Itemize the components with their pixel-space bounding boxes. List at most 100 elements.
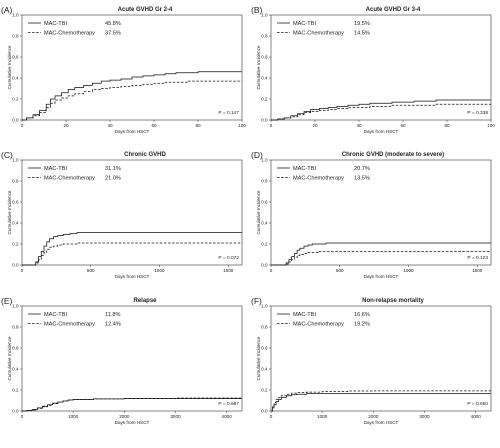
panel-title: Relapse — [133, 298, 157, 304]
y-tick-label: 0.2 — [12, 388, 19, 393]
panel-b: (B) Acute GVHD Gr 3-4 0.0 0.2 0.4 0.6 0.8 1.0 0 2… — [251, 5, 495, 134]
legend-label: MAC-TBI — [293, 21, 316, 27]
y-tick-label: 1.0 — [12, 13, 19, 18]
legend-label: MAC-Chemotherapy — [44, 176, 95, 182]
y-tick-label: 0.8 — [12, 179, 19, 184]
x-tick-label: 4000 — [471, 414, 482, 419]
legend-label: MAC-Chemotherapy — [293, 322, 344, 328]
y-axis-label: Cumulative Incidence — [7, 190, 12, 234]
y-axis-label: Cumulative Incidence — [7, 336, 12, 380]
p-value: P = 0.123 — [467, 255, 488, 261]
legend: MAC-TBI 45.8% MAC-Chemotherapy 37.5% — [28, 21, 121, 37]
y-tick-label: 0.0 — [261, 118, 268, 123]
series-line-mac-tbi — [271, 242, 491, 266]
series-line-mac-tbi — [22, 398, 242, 412]
x-tick-label: 80 — [444, 123, 450, 128]
panel-a: (A) Acute GVHD Gr 2-4 0.0 0.2 0.4 0.6 0.8 1.0 0 2… — [1, 5, 246, 134]
x-tick-label: 1000 — [154, 268, 165, 273]
series-line-mac-tbi — [22, 232, 242, 266]
panel-tag: (C) — [1, 150, 13, 160]
legend: MAC-TBI 19.5% MAC-Chemotherapy 14.5% — [277, 21, 370, 37]
legend-label: MAC-Chemotherapy — [44, 322, 95, 328]
x-tick-label: 20 — [63, 123, 69, 128]
y-tick-label: 0.2 — [261, 242, 268, 247]
legend-label: MAC-TBI — [44, 166, 67, 172]
x-tick-label: 0 — [270, 123, 273, 128]
x-tick-label: 2000 — [368, 414, 379, 419]
y-tick-label: 0.2 — [261, 388, 268, 393]
legend: MAC-TBI 16.6% MAC-Chemotherapy 19.2% — [277, 312, 370, 328]
panel-title: Chronic GVHD (moderate to severe) — [342, 152, 444, 158]
y-tick-label: 0.4 — [12, 221, 19, 226]
x-tick-label: 3000 — [170, 414, 181, 419]
panel-tag: (A) — [1, 5, 13, 15]
p-value: P = 0.147 — [218, 110, 239, 116]
plot-frame — [270, 305, 492, 412]
y-axis-label: Cumulative Incidence — [256, 336, 261, 380]
legend: MAC-TBI 31.1% MAC-Chemotherapy 21.0% — [28, 166, 121, 182]
x-tick-label: 1500 — [223, 268, 234, 273]
x-tick-label: 60 — [400, 123, 406, 128]
series-line-mac-chemotherapy — [271, 390, 491, 412]
y-tick-label: 1.0 — [261, 304, 268, 309]
x-tick-label: 1000 — [68, 414, 79, 419]
p-value: P = 0.650 — [467, 401, 488, 407]
y-tick-label: 0.6 — [12, 346, 19, 351]
y-tick-label: 0.8 — [261, 325, 268, 330]
panel-title: Chronic GVHD — [124, 152, 166, 158]
x-tick-label: 100 — [487, 123, 495, 128]
panel-tag: (F) — [251, 296, 262, 306]
x-tick-label: 100 — [238, 123, 246, 128]
panel-title: Acute GVHD Gr 2-4 — [118, 7, 173, 13]
y-axis-label: Cumulative Incidence — [256, 190, 261, 234]
y-tick-label: 0.6 — [261, 346, 268, 351]
x-tick-label: 500 — [336, 268, 344, 273]
legend-value: 16.6% — [354, 312, 370, 318]
y-tick-label: 0.2 — [12, 97, 19, 102]
x-tick-label: 1500 — [472, 268, 483, 273]
y-tick-label: 0.6 — [12, 200, 19, 205]
x-axis-label: Days from HSCT — [364, 129, 399, 134]
x-axis-label: Days from HSCT — [115, 420, 150, 425]
plot-frame — [21, 159, 243, 266]
panel-tag: (B) — [251, 5, 263, 15]
legend-value: 45.8% — [105, 21, 121, 27]
y-tick-label: 0.4 — [261, 221, 268, 226]
p-value: P = 0.072 — [218, 255, 239, 261]
panel-d: (D) Chronic GVHD (moderate to severe)0.00… — [251, 150, 492, 279]
y-tick-label: 0.8 — [261, 34, 268, 39]
legend-value: 12.4% — [105, 322, 121, 328]
panel-e: (E) Relapse 0.0 0.2 0.4 0.6 0.8 1.0 0 1000 2000 300… — [1, 296, 243, 425]
panel-c: (C) Chronic GVHD 0.0 0.2 0.4 0.6 0.8 1.0 0 500 100… — [1, 150, 243, 279]
x-axis-label: Days from HSCT — [364, 420, 399, 425]
y-tick-label: 0.8 — [12, 325, 19, 330]
legend-value: 13.5% — [354, 176, 370, 182]
series-line-mac-chemotherapy — [271, 103, 491, 121]
p-value: P = 0.987 — [218, 401, 239, 407]
series-line-mac-tbi — [271, 393, 491, 412]
y-tick-label: 0.2 — [261, 97, 268, 102]
series-line-mac-chemotherapy — [22, 80, 242, 121]
series-line-mac-tbi — [22, 71, 242, 121]
x-tick-label: 0 — [21, 123, 24, 128]
x-tick-label: 3000 — [419, 414, 430, 419]
y-tick-label: 0.0 — [12, 118, 19, 123]
p-value: P = 0.338 — [467, 110, 488, 116]
y-tick-label: 0.2 — [12, 242, 19, 247]
y-tick-label: 0.4 — [12, 76, 19, 81]
legend-value: 14.5% — [354, 31, 370, 37]
y-tick-label: 0.0 — [261, 263, 268, 268]
y-tick-label: 0.6 — [261, 55, 268, 60]
x-tick-label: 500 — [87, 268, 95, 273]
legend-value: 21.0% — [105, 176, 121, 182]
x-tick-label: 4000 — [222, 414, 233, 419]
y-tick-label: 1.0 — [261, 158, 268, 163]
y-tick-label: 0.0 — [12, 409, 19, 414]
series-line-mac-chemotherapy — [22, 242, 242, 266]
x-tick-label: 60 — [151, 123, 157, 128]
legend-value: 37.5% — [105, 31, 121, 37]
y-axis-label: Cumulative Incidence — [256, 45, 261, 89]
y-tick-label: 0.0 — [12, 263, 19, 268]
legend-value: 31.1% — [105, 166, 121, 172]
